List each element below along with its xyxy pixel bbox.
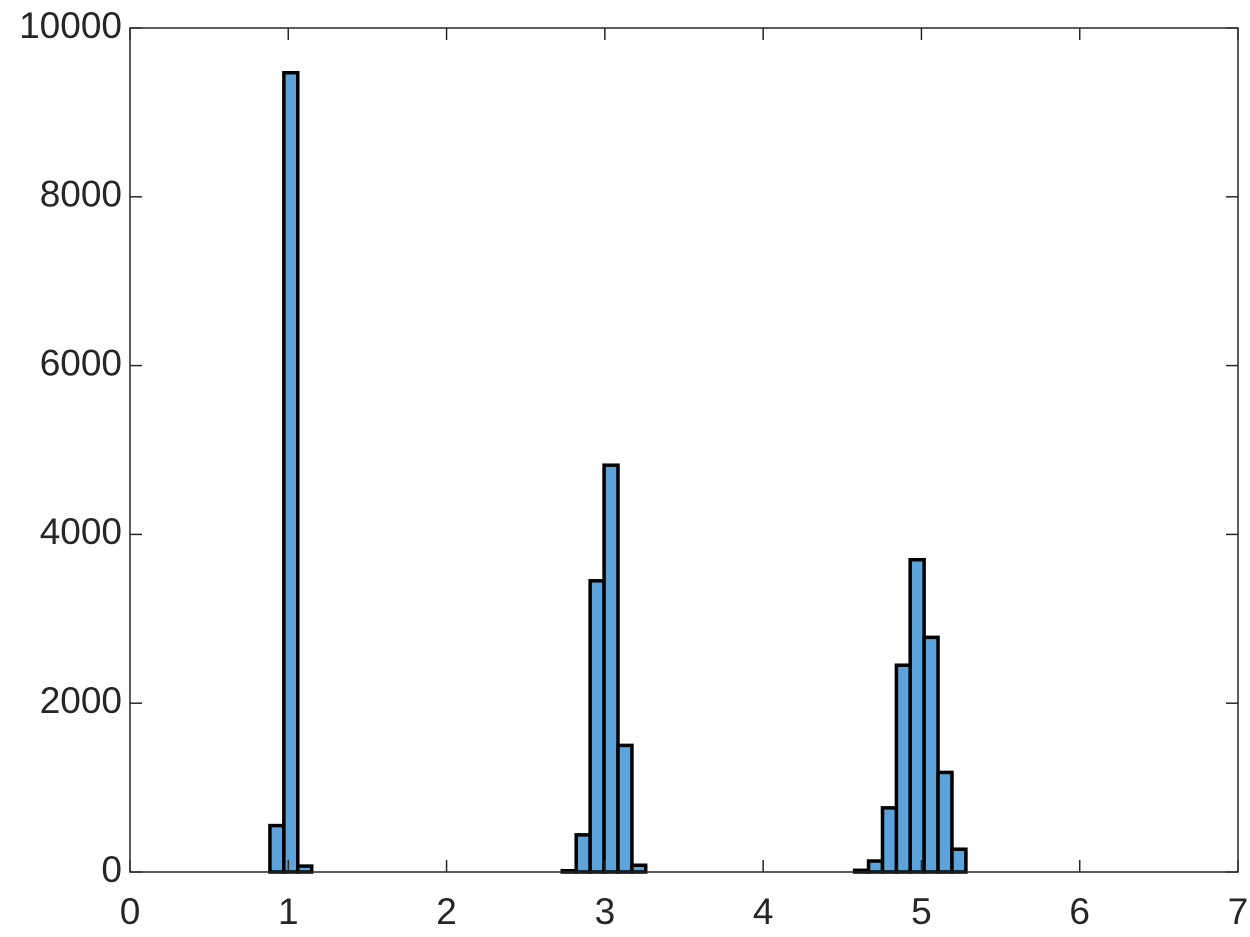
y-tick-label: 6000 [40, 342, 122, 383]
bar [574, 833, 592, 874]
axes-box [129, 27, 1239, 873]
y-tick-label: 10000 [19, 5, 122, 46]
bar [866, 859, 885, 874]
bar [602, 463, 620, 874]
x-tick-label: 1 [278, 891, 299, 932]
bar [908, 557, 926, 874]
y-tick-label: 4000 [40, 511, 122, 552]
x-tick-label: 0 [120, 891, 141, 932]
x-tick-label: 7 [1228, 891, 1249, 932]
y-tick-label: 2000 [40, 680, 122, 721]
plot-area [130, 28, 1238, 872]
bar [950, 847, 968, 874]
bar [894, 663, 912, 874]
bar [630, 863, 648, 874]
x-tick-label: 2 [436, 891, 457, 932]
x-tick-label: 3 [595, 891, 616, 932]
bar [616, 743, 634, 874]
y-tick-label: 0 [101, 849, 122, 890]
bar [268, 823, 286, 874]
bar [588, 579, 606, 874]
x-tick-label: 4 [753, 891, 774, 932]
x-tick-label: 5 [911, 891, 932, 932]
bar [282, 70, 300, 874]
bar [296, 864, 314, 874]
bar [880, 806, 899, 874]
bar [922, 635, 940, 874]
y-tick-label: 8000 [40, 174, 122, 215]
bar [936, 770, 954, 874]
x-tick-label: 6 [1069, 891, 1090, 932]
